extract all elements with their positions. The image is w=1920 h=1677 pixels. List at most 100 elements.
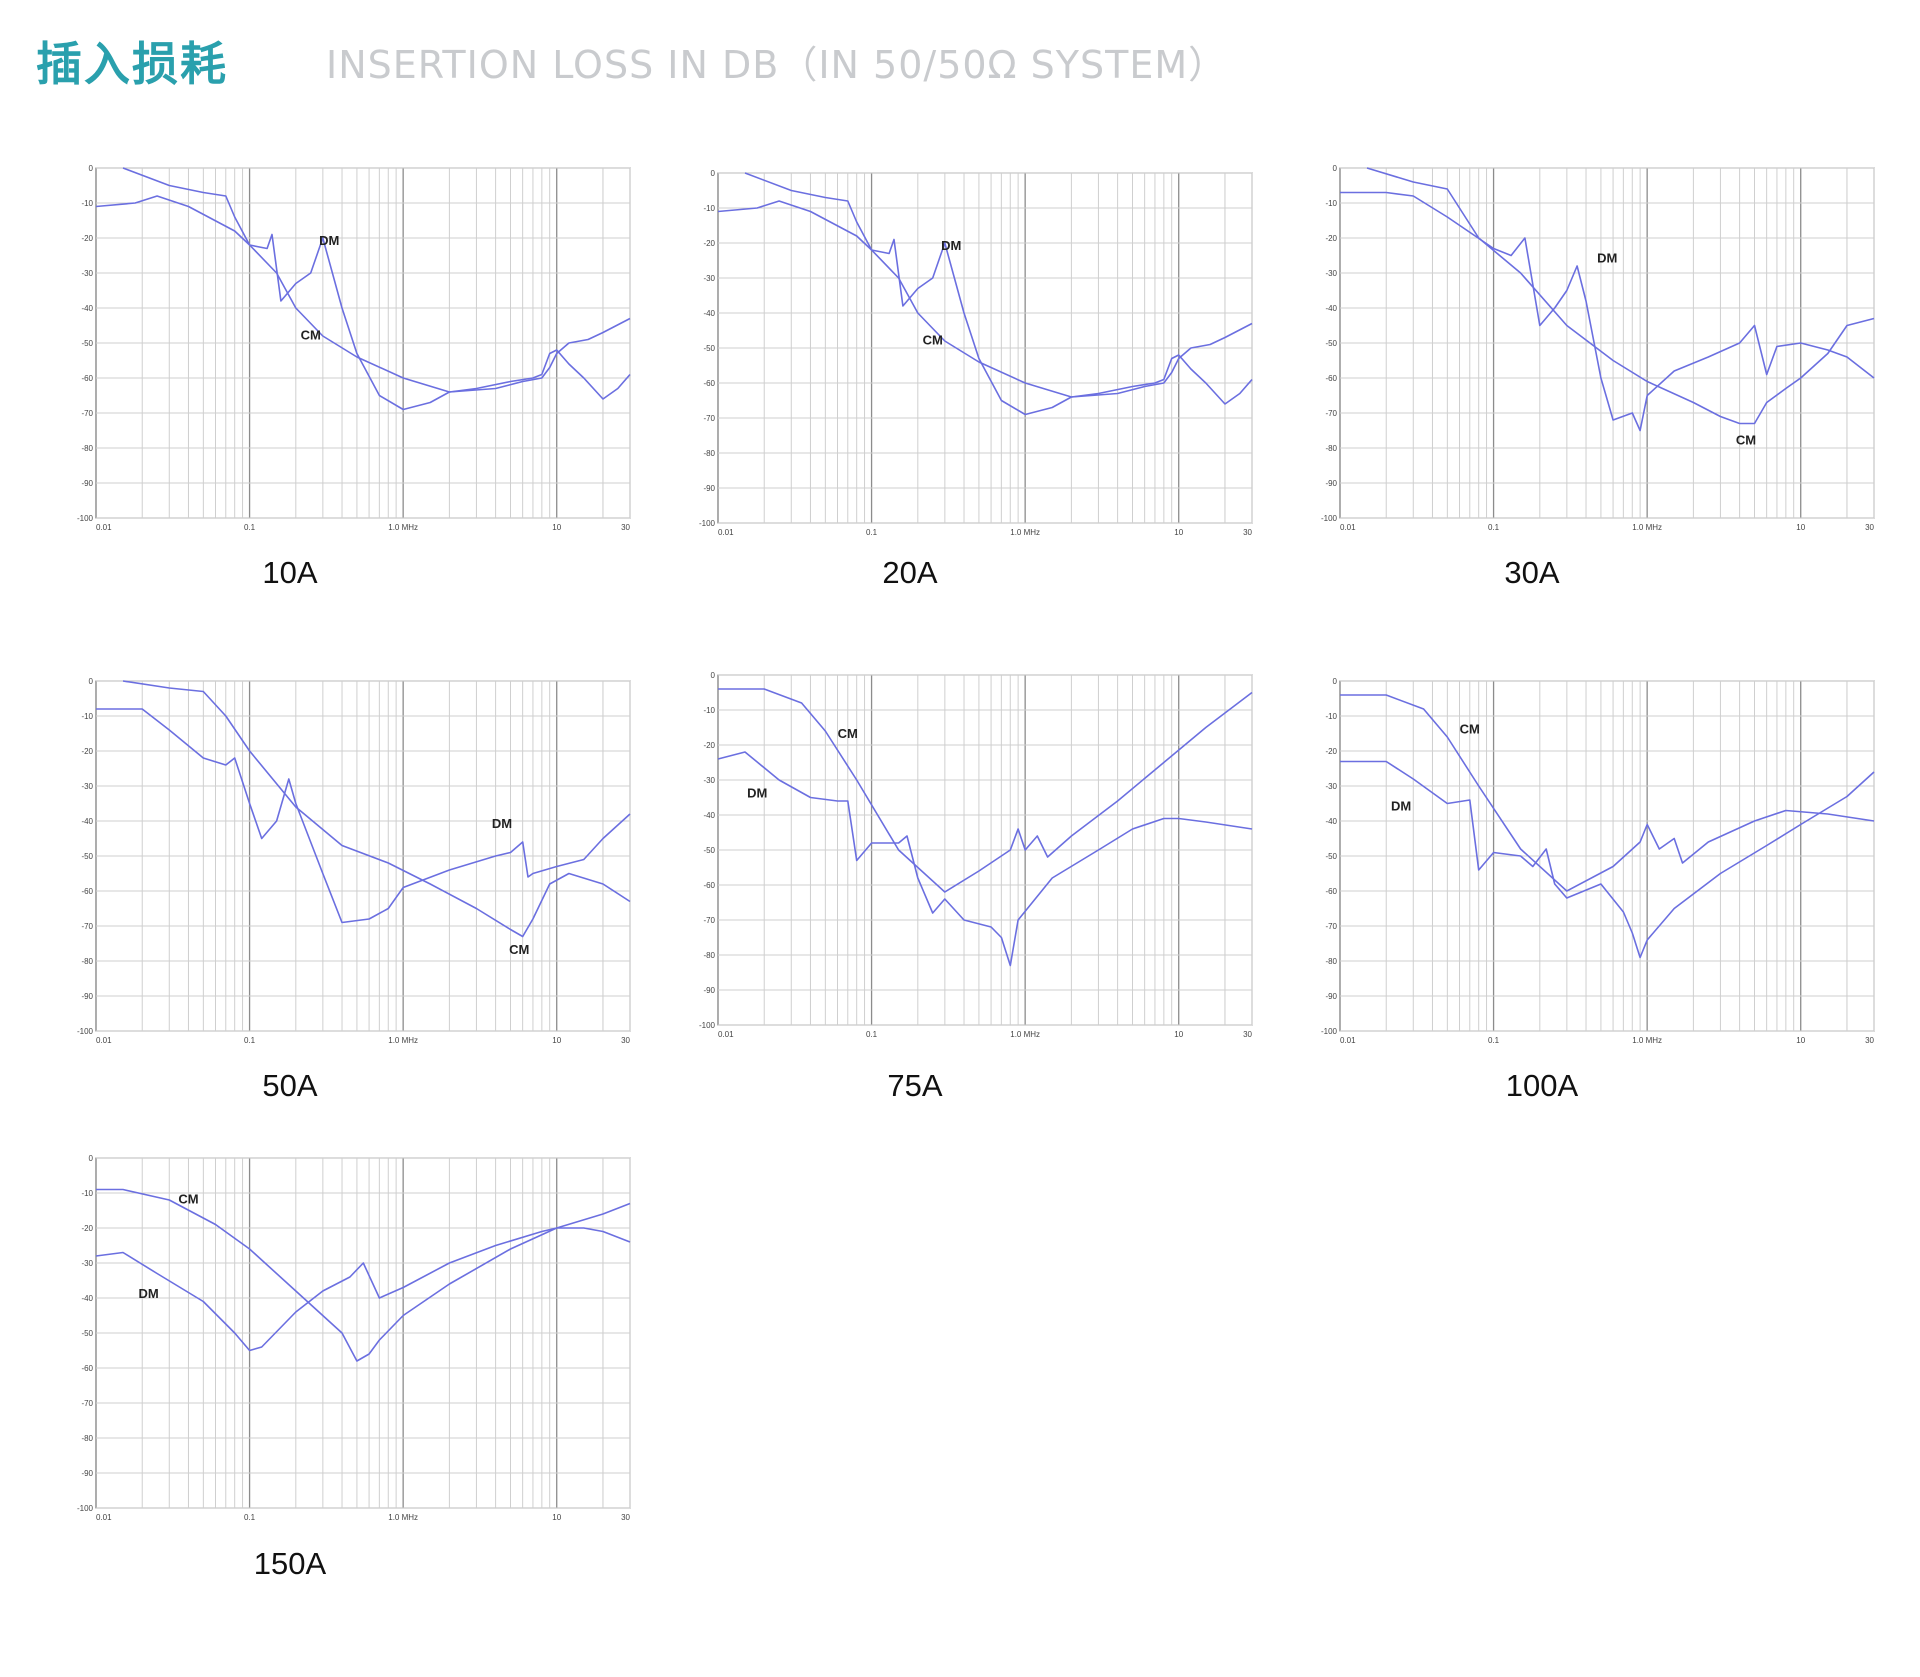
series-line-dm bbox=[717, 200, 1253, 416]
x-tick-label: 1.0 MHz bbox=[388, 523, 418, 532]
y-tick-label: -70 bbox=[703, 916, 715, 925]
series-line-dm bbox=[1340, 760, 1875, 959]
chart-title: 10A bbox=[262, 555, 318, 590]
chart-title: 20A bbox=[882, 555, 938, 590]
series-label-dm: DM bbox=[1597, 251, 1617, 266]
chart-title: 150A bbox=[253, 1546, 327, 1581]
y-tick-label: -20 bbox=[1325, 747, 1337, 756]
series-line-cm bbox=[744, 172, 1253, 398]
y-tick-label: -90 bbox=[81, 1469, 93, 1478]
x-tick-label: 0.1 bbox=[1488, 1036, 1500, 1045]
series-label-dm: DM bbox=[138, 1286, 158, 1301]
x-tick-label: 0.01 bbox=[96, 1036, 112, 1045]
y-tick-label: -20 bbox=[81, 1224, 93, 1233]
series-line-dm bbox=[1340, 191, 1875, 432]
y-tick-label: -60 bbox=[81, 887, 93, 896]
x-tick-label: 0.1 bbox=[866, 528, 878, 537]
y-tick-label: -90 bbox=[81, 992, 93, 1001]
series-line-dm bbox=[96, 708, 631, 924]
x-tick-label: 0.1 bbox=[244, 523, 256, 532]
y-tick-label: -70 bbox=[703, 414, 715, 423]
x-tick-label: 10 bbox=[552, 1513, 561, 1522]
x-tick-label: 0.01 bbox=[1340, 523, 1356, 532]
y-tick-label: -10 bbox=[703, 706, 715, 715]
chart-title: 75A bbox=[887, 1068, 943, 1103]
series-label-cm: CM bbox=[178, 1192, 198, 1207]
x-tick-label: 0.1 bbox=[244, 1513, 256, 1522]
series-label-dm: DM bbox=[319, 233, 339, 248]
x-tick-label: 10 bbox=[1796, 1036, 1805, 1045]
chart-panel: 0 -10 -20 -30 -40 -50 -60 -70 -80 -90 -100 0.01 0.1 1… bbox=[70, 1154, 638, 1528]
y-tick-label: -50 bbox=[81, 339, 93, 348]
series-line-cm bbox=[96, 1188, 631, 1362]
x-tick-label: 0.01 bbox=[96, 523, 112, 532]
series-label-cm: CM bbox=[509, 942, 529, 957]
y-tick-label: -50 bbox=[703, 846, 715, 855]
chart-panel: 0 -10 -20 -30 -40 -50 -60 -70 -80 -90 -100 0.01 0.1 1… bbox=[70, 164, 638, 538]
y-tick-label: -40 bbox=[81, 817, 93, 826]
y-tick-label: -90 bbox=[81, 479, 93, 488]
x-tick-label: 30 bbox=[1243, 1030, 1252, 1039]
x-tick-label: 1.0 MHz bbox=[1010, 1030, 1040, 1039]
series-line-dm bbox=[95, 195, 631, 411]
x-tick-label: 30 bbox=[621, 1036, 630, 1045]
y-tick-label: -90 bbox=[1325, 992, 1337, 1001]
series-line-cm bbox=[718, 688, 1253, 893]
x-tick-label: 0.01 bbox=[718, 1030, 734, 1039]
y-tick-label: -100 bbox=[699, 519, 716, 528]
x-tick-label: 1.0 MHz bbox=[1010, 528, 1040, 537]
x-tick-label: 1.0 MHz bbox=[1632, 1036, 1662, 1045]
page-subtitle: INSERTION LOSS IN DB（IN 50/50Ω SYSTEM） bbox=[326, 43, 1228, 87]
y-tick-label: -10 bbox=[81, 1189, 93, 1198]
y-tick-label: -30 bbox=[703, 274, 715, 283]
y-tick-label: 0 bbox=[89, 1154, 94, 1163]
y-tick-label: -30 bbox=[81, 1259, 93, 1268]
y-tick-label: -80 bbox=[81, 444, 93, 453]
y-tick-label: -80 bbox=[703, 951, 715, 960]
y-tick-label: -20 bbox=[703, 741, 715, 750]
y-tick-label: -30 bbox=[81, 269, 93, 278]
y-tick-label: -20 bbox=[81, 234, 93, 243]
y-tick-label: -40 bbox=[703, 309, 715, 318]
y-tick-label: -60 bbox=[703, 379, 715, 388]
chart-panel: 0 -10 -20 -30 -40 -50 -60 -70 -80 -90 -100 0.01 0.1 1… bbox=[1314, 677, 1882, 1051]
y-tick-label: -40 bbox=[81, 1294, 93, 1303]
y-tick-label: -100 bbox=[1321, 514, 1338, 523]
x-tick-label: 30 bbox=[1865, 523, 1874, 532]
x-tick-label: 10 bbox=[1174, 528, 1183, 537]
series-line-dm bbox=[717, 751, 1253, 967]
y-tick-label: -60 bbox=[81, 1364, 93, 1373]
x-tick-label: 30 bbox=[1865, 1036, 1874, 1045]
y-tick-label: -100 bbox=[77, 1504, 94, 1513]
y-tick-label: -10 bbox=[1325, 199, 1337, 208]
y-tick-label: -60 bbox=[81, 374, 93, 383]
chart-panel: 0 -10 -20 -30 -40 -50 -60 -70 -80 -90 -100 0.01 0.1 1… bbox=[692, 169, 1260, 543]
series-label-cm: CM bbox=[838, 726, 858, 741]
y-tick-label: -100 bbox=[77, 514, 94, 523]
y-tick-label: -50 bbox=[1325, 339, 1337, 348]
y-tick-label: -10 bbox=[81, 199, 93, 208]
x-tick-label: 10 bbox=[1796, 523, 1805, 532]
y-tick-label: -60 bbox=[1325, 374, 1337, 383]
chart-panel: 0 -10 -20 -30 -40 -50 -60 -70 -80 -90 -100 0.01 0.1 1… bbox=[692, 671, 1260, 1045]
chart-title: 50A bbox=[262, 1068, 318, 1103]
y-tick-label: -70 bbox=[81, 1399, 93, 1408]
x-tick-label: 10 bbox=[1174, 1030, 1183, 1039]
y-tick-label: -80 bbox=[1325, 444, 1337, 453]
chart-title: 30A bbox=[1504, 555, 1560, 590]
y-tick-label: -40 bbox=[1325, 304, 1337, 313]
chart-title: 100A bbox=[1505, 1068, 1579, 1103]
x-tick-label: 30 bbox=[1243, 528, 1252, 537]
y-tick-label: -90 bbox=[1325, 479, 1337, 488]
series-line-cm bbox=[122, 680, 631, 938]
y-tick-label: -80 bbox=[81, 1434, 93, 1443]
x-tick-label: 0.01 bbox=[1340, 1036, 1356, 1045]
y-tick-label: -90 bbox=[703, 986, 715, 995]
x-tick-label: 0.01 bbox=[718, 528, 734, 537]
y-tick-label: -10 bbox=[1325, 712, 1337, 721]
